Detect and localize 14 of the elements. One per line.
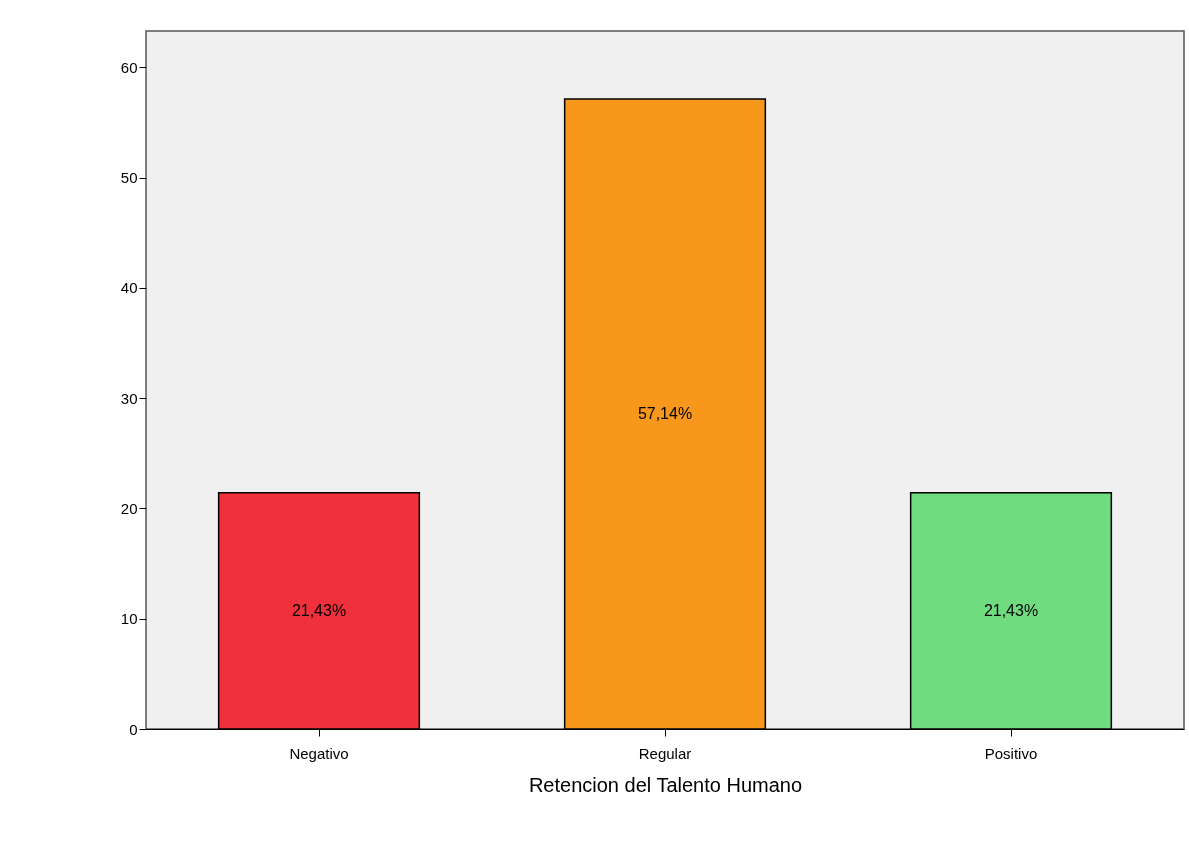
y-tick-label: 0 [129, 720, 138, 738]
data-label: 57,14% [637, 404, 693, 422]
y-tick-label: 30 [120, 389, 138, 407]
x-axis-title: Retencion del Talento Humano [528, 773, 803, 796]
x-tick-label: Negativo [289, 744, 349, 762]
y-tick-label: 40 [120, 279, 138, 297]
data-label: 21,43% [983, 601, 1039, 619]
x-tick-label: Regular [638, 744, 692, 762]
y-tick-label: 60 [120, 58, 138, 76]
data-label: 21,43% [291, 601, 347, 619]
y-tick-label: 10 [120, 610, 138, 628]
x-tick-label: Positivo [984, 744, 1038, 762]
y-tick-label: 50 [120, 169, 138, 187]
y-tick-label: 20 [120, 499, 138, 517]
